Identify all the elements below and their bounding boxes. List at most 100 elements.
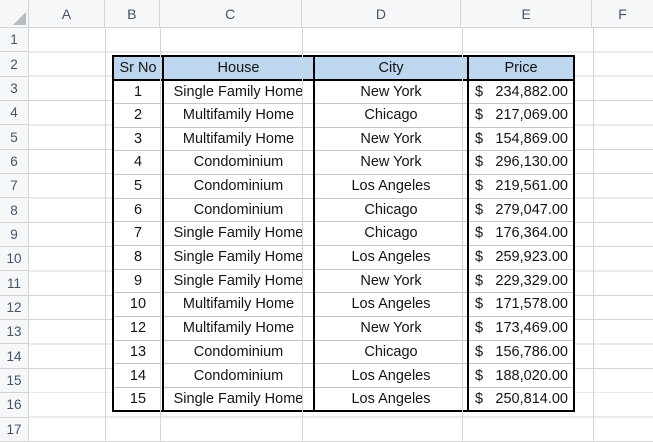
currency-symbol: $	[475, 272, 484, 289]
house-cell[interactable]: Multifamily Home	[162, 127, 315, 152]
price-amount: 188,020.00	[495, 367, 568, 384]
price-cell[interactable]: $154,869.00	[467, 127, 575, 152]
house-cell[interactable]: Multifamily Home	[162, 292, 315, 318]
currency-symbol: $	[475, 130, 484, 147]
price-cell[interactable]: $217,069.00	[467, 103, 575, 128]
city-cell[interactable]: New York	[313, 269, 469, 294]
row-header[interactable]: 6	[0, 150, 28, 175]
row-header[interactable]: 12	[0, 296, 28, 321]
house-cell[interactable]: Single Family Home	[162, 79, 315, 104]
city-cell[interactable]: Los Angeles	[313, 174, 469, 199]
price-cell[interactable]: $171,578.00	[467, 292, 575, 318]
currency-symbol: $	[475, 390, 484, 407]
row-header[interactable]: 11	[0, 271, 28, 296]
price-cell[interactable]: $156,786.00	[467, 340, 575, 365]
house-cell[interactable]: Condominium	[162, 150, 315, 175]
sr-no-cell[interactable]: 6	[112, 198, 164, 223]
price-cell[interactable]: $229,329.00	[467, 269, 575, 294]
row-header[interactable]: 5	[0, 125, 28, 150]
row-header[interactable]: 3	[0, 77, 28, 102]
price-cell[interactable]: $234,882.00	[467, 79, 575, 104]
house-cell[interactable]: Multifamily Home	[162, 316, 315, 341]
sr-no-cell[interactable]: 7	[112, 221, 164, 246]
city-cell[interactable]: Chicago	[313, 221, 469, 246]
row-header[interactable]: 2	[0, 52, 28, 77]
house-cell[interactable]: Condominium	[162, 198, 315, 223]
house-cell[interactable]: Condominium	[162, 340, 315, 365]
sr-no-cell[interactable]: 5	[112, 174, 164, 199]
column-header[interactable]: A	[29, 0, 105, 27]
table-row: 10 Multifamily Home Los Angeles $171,578.00	[112, 292, 575, 318]
currency-symbol: $	[475, 178, 484, 195]
city-cell[interactable]: New York	[313, 127, 469, 152]
city-cell[interactable]: Los Angeles	[313, 387, 469, 413]
row-header[interactable]: 13	[0, 320, 28, 345]
price-value: $156,786.00	[470, 341, 572, 363]
select-all-corner[interactable]	[0, 0, 29, 27]
table-header-cell[interactable]: Sr No	[112, 56, 164, 81]
sr-no-cell[interactable]: 14	[112, 363, 164, 389]
city-cell[interactable]: Chicago	[313, 340, 469, 365]
price-cell[interactable]: $219,561.00	[467, 174, 575, 199]
column-header[interactable]: B	[105, 0, 160, 27]
price-value: $173,469.00	[470, 317, 572, 339]
price-cell[interactable]: $259,923.00	[467, 245, 575, 270]
price-cell[interactable]: $279,047.00	[467, 198, 575, 223]
row-header[interactable]: 17	[0, 418, 28, 442]
city-cell[interactable]: New York	[313, 79, 469, 104]
table-header-cell[interactable]: Price	[467, 56, 575, 81]
sr-no-cell[interactable]: 9	[112, 269, 164, 294]
house-cell[interactable]: Multifamily Home	[162, 103, 315, 128]
sr-no-cell[interactable]: 4	[112, 150, 164, 175]
row-header[interactable]: 14	[0, 344, 28, 369]
price-cell[interactable]: $296,130.00	[467, 150, 575, 175]
row-header[interactable]: 1	[0, 28, 28, 53]
city-cell[interactable]: New York	[313, 316, 469, 341]
city-cell[interactable]: Chicago	[313, 103, 469, 128]
gridline-vertical	[462, 28, 463, 442]
city-cell[interactable]: Los Angeles	[313, 363, 469, 389]
column-header[interactable]: E	[461, 0, 593, 27]
row-header[interactable]: 7	[0, 174, 28, 199]
house-cell[interactable]: Single Family Home	[162, 269, 315, 294]
price-cell[interactable]: $188,020.00	[467, 363, 575, 389]
table-row: 5 Condominium Los Angeles $219,561.00	[112, 174, 575, 199]
sr-no-cell[interactable]: 12	[112, 316, 164, 341]
currency-symbol: $	[475, 249, 484, 266]
city-cell[interactable]: Chicago	[313, 198, 469, 223]
sr-no-cell[interactable]: 15	[112, 387, 164, 413]
table-header-cell[interactable]: City	[313, 56, 469, 81]
column-header[interactable]: D	[302, 0, 462, 27]
column-header[interactable]: F	[618, 5, 627, 22]
table-header-cell[interactable]: House	[162, 56, 315, 81]
price-cell[interactable]: $173,469.00	[467, 316, 575, 341]
sr-no-cell[interactable]: 3	[112, 127, 164, 152]
house-cell[interactable]: Condominium	[162, 363, 315, 389]
currency-symbol: $	[475, 83, 484, 100]
city-cell[interactable]: Los Angeles	[313, 245, 469, 270]
city-cell[interactable]: Los Angeles	[313, 292, 469, 318]
house-cell[interactable]: Single Family Home	[162, 387, 315, 413]
row-header[interactable]: 16	[0, 393, 28, 418]
row-header[interactable]: 8	[0, 198, 28, 223]
price-cell[interactable]: $176,364.00	[467, 221, 575, 246]
sr-no-cell[interactable]: 2	[112, 103, 164, 128]
sr-no-cell[interactable]: 8	[112, 245, 164, 270]
price-amount: 229,329.00	[495, 272, 568, 289]
house-cell[interactable]: Single Family Home	[162, 245, 315, 270]
row-header[interactable]: 15	[0, 369, 28, 394]
sr-no-cell[interactable]: 1	[112, 79, 164, 104]
sr-no-cell[interactable]: 10	[112, 292, 164, 318]
row-header[interactable]: 4	[0, 101, 28, 126]
price-cell[interactable]: $250,814.00	[467, 387, 575, 413]
row-header[interactable]: 10	[0, 247, 28, 272]
column-header[interactable]: C	[160, 0, 302, 27]
price-amount: 234,882.00	[495, 83, 568, 100]
sr-no-cell[interactable]: 13	[112, 340, 164, 365]
house-cell[interactable]: Single Family Home	[162, 221, 315, 246]
city-cell[interactable]: New York	[313, 150, 469, 175]
row-header[interactable]: 9	[0, 223, 28, 248]
currency-symbol: $	[475, 225, 484, 242]
currency-symbol: $	[475, 201, 484, 218]
house-cell[interactable]: Condominium	[162, 174, 315, 199]
